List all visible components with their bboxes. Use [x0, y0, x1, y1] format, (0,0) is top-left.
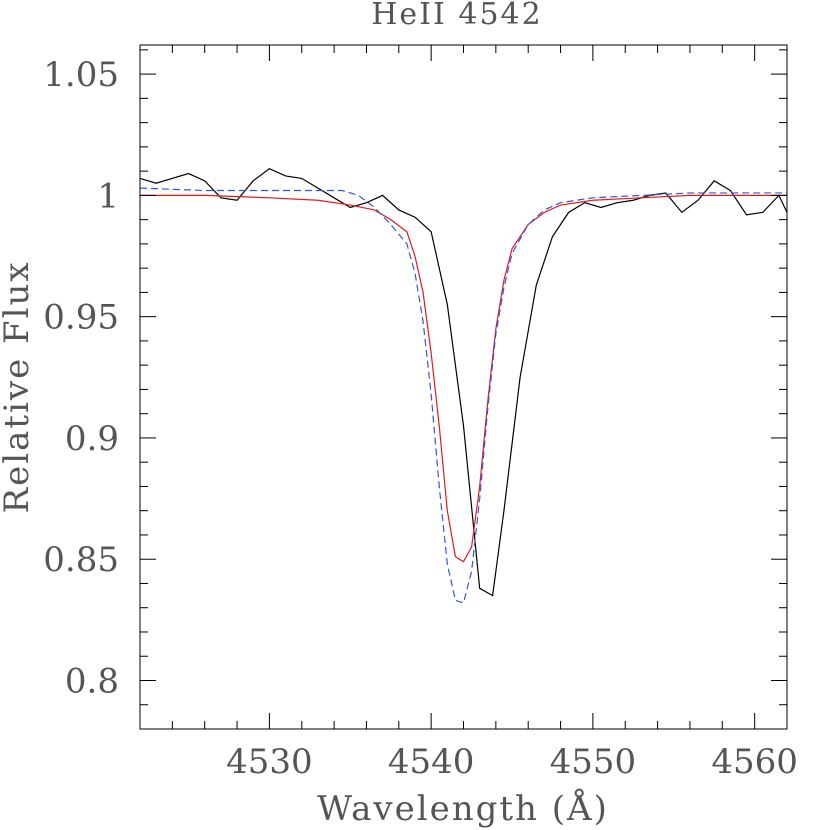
- y-tick-label: 0.95: [43, 298, 119, 338]
- y-tick-label: 1.05: [43, 55, 119, 95]
- plot-frame: [139, 44, 788, 730]
- y-tick-label: 0.8: [65, 661, 119, 701]
- x-axis-label: Wavelength (Å): [317, 788, 609, 829]
- x-tick-label: 4530: [226, 742, 313, 782]
- series-line-3: [140, 187, 787, 604]
- x-tick-label: 4550: [550, 742, 637, 782]
- ticks-layer: [139, 45, 788, 730]
- y-tick-label: 0.9: [65, 419, 119, 459]
- y-tick-label: 0.85: [43, 540, 119, 580]
- series-layer: [140, 168, 787, 604]
- series-line-2: [140, 194, 787, 563]
- y-axis-label: Relative Flux: [0, 260, 37, 513]
- chart-title: HeII 4542: [371, 0, 543, 32]
- series-line-1: [140, 168, 787, 597]
- x-tick-label: 4560: [711, 742, 798, 782]
- tick-labels-layer: 4530 4540 4550 4560 0.8 0.85 0.9 0.95 1 1.05: [43, 55, 798, 782]
- y-tick-label: 1: [97, 176, 119, 216]
- x-tick-label: 4540: [388, 742, 475, 782]
